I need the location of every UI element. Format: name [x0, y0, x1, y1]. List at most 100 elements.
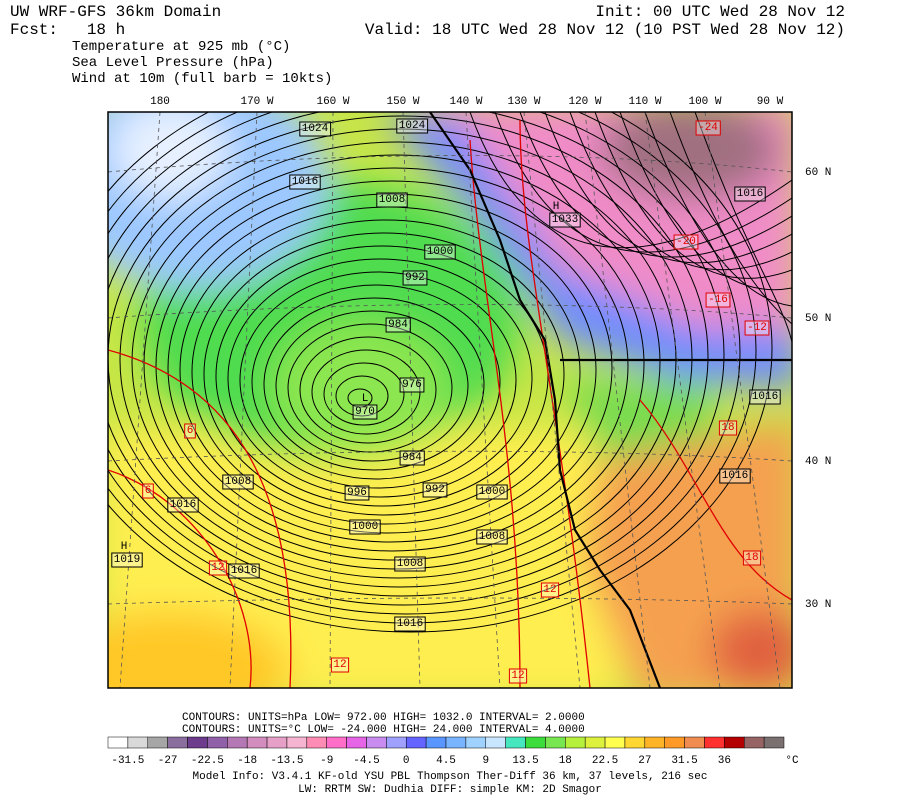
temperature-label-box [695, 120, 721, 136]
colorbar-label: 27 [638, 755, 651, 767]
colorbar-swatch [326, 736, 347, 749]
init-time: Init: 00 UTC Wed 28 Nov 12 [595, 3, 845, 21]
isobar [227, 258, 533, 498]
pressure-label: 1019 [114, 554, 140, 566]
colorbar-label: 4.5 [436, 755, 456, 767]
temperature-label: 12 [333, 659, 346, 671]
pressure-label: 1000 [479, 486, 505, 498]
pressure-label-box [111, 552, 143, 568]
isobar [299, 336, 437, 444]
pressure-label: 1008 [397, 558, 423, 570]
colorbar-swatch [545, 736, 566, 749]
colorbar-label: 0 [403, 755, 410, 767]
colorbar-label: 31.5 [671, 755, 697, 767]
colorbar-swatch [346, 736, 367, 749]
contour-info: CONTOURS: UNITS=°C LOW= -24.000 HIGH= 24… [182, 724, 585, 736]
temperature-label-box [705, 292, 731, 308]
pressure-label: 1016 [170, 499, 196, 511]
pressure-label-box [549, 212, 581, 228]
isobar [131, 154, 661, 570]
isobar [108, 112, 773, 633]
longitude-label: 150 W [386, 96, 419, 108]
longitude-label: 110 W [628, 96, 661, 108]
colorbar-label: -13.5 [270, 755, 303, 767]
colorbar-swatch [704, 736, 725, 749]
title: UW WRF-GFS 36km Domain [10, 3, 221, 21]
colorbar-swatch [366, 736, 387, 749]
colorbar-swatch [107, 736, 129, 749]
pressure-center: L [362, 393, 369, 405]
temperature-label: 12 [211, 562, 224, 574]
longitude-label: 170 W [240, 96, 273, 108]
colorbar-unit: °C [785, 755, 799, 767]
pressure-label-box [399, 377, 425, 393]
colorbar-swatch [425, 736, 447, 749]
isobar [108, 112, 725, 606]
colorbar-swatch [405, 736, 427, 749]
colorbar-label: -9 [320, 755, 333, 767]
temperature-label-box [142, 483, 154, 499]
colorbar-swatch [445, 736, 467, 749]
latitude-label: 50 N [805, 313, 831, 325]
pressure-center: H [121, 541, 128, 553]
colorbar-swatch [306, 736, 327, 749]
pressure-label: 1033 [552, 214, 578, 226]
pressure-label: 1008 [225, 476, 251, 488]
colorbar-swatch [505, 736, 526, 749]
pressure-label-box [399, 450, 425, 466]
colorbar-swatch [246, 736, 268, 749]
colorbar-swatch [743, 736, 765, 749]
isobar [644, 112, 792, 307]
pressure-label-box [424, 244, 456, 260]
isobar [494, 112, 792, 253]
pressure-label: 1016 [231, 565, 257, 577]
pressure-label: 1016 [397, 618, 423, 630]
colorbar-label: -18 [237, 755, 257, 767]
isobar [191, 219, 581, 525]
isobar [347, 388, 373, 408]
pressure-label: 976 [402, 379, 422, 391]
colorbar-swatch [584, 736, 606, 749]
colorbar-swatch [565, 736, 586, 749]
pressure-label-box [299, 121, 332, 137]
temperature-label-box [184, 423, 196, 439]
isobar [619, 112, 792, 291]
colorbar-label: -31.5 [111, 755, 144, 767]
colorbar-swatch [167, 736, 188, 749]
isobar [108, 112, 741, 615]
colorbar-label: -4.5 [353, 755, 379, 767]
pressure-label-box [222, 474, 254, 490]
colorbar-label: 13.5 [512, 755, 538, 767]
pressure-label: 1000 [427, 246, 453, 258]
isobar [251, 284, 501, 480]
isobar [239, 271, 517, 489]
longitude-label: 90 W [757, 96, 784, 108]
pressure-label-box [289, 174, 321, 190]
isobar [594, 112, 792, 279]
colorbar-swatch [644, 736, 665, 749]
model-info: LW: RRTM SW: Dudhia DIFF: simple KM: 2D … [298, 784, 602, 796]
map-frame [107, 111, 793, 689]
pressure-label: 1000 [352, 521, 378, 533]
longitude-label: 180 [150, 96, 170, 108]
colorbar-swatch [386, 736, 407, 749]
pressure-label-box [749, 389, 781, 405]
pressure-label: 1016 [737, 188, 763, 200]
isobar [167, 193, 613, 543]
colorbar-swatch [227, 736, 248, 749]
temperature-label: -12 [747, 322, 767, 334]
field-name: Wind at 10m (full barb = 10kts) [72, 71, 332, 87]
pressure-label-box [476, 484, 508, 500]
longitude-label: 100 W [688, 96, 721, 108]
pressure-label: 1016 [752, 391, 778, 403]
isobar [108, 112, 757, 624]
isobar [108, 128, 693, 588]
pressure-label: 1008 [379, 194, 405, 206]
pressure-label-box [228, 563, 260, 579]
colorbar-swatch [465, 736, 487, 749]
isobar [335, 375, 389, 417]
temperature-label: 18 [721, 422, 734, 434]
isobar [669, 112, 792, 325]
pressure-label: 992 [405, 272, 425, 284]
pressure-label: 970 [355, 406, 375, 418]
